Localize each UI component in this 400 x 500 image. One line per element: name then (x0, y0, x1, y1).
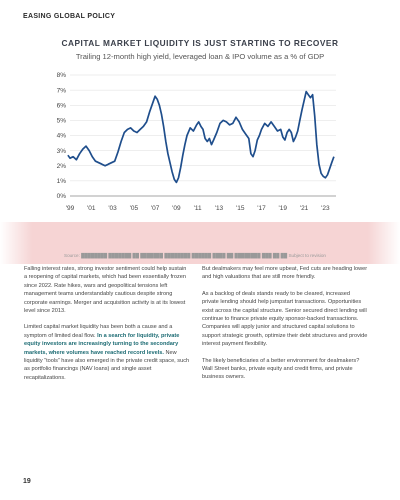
body-left-column: Falling interest rates, strong investor … (24, 265, 190, 390)
paragraph: Limited capital market liquidity has bee… (24, 323, 190, 382)
y-tick-label: 8% (57, 72, 67, 79)
paragraph-text: New liquidity “tools” have also emerged … (24, 349, 190, 381)
x-tick-label: '23 (321, 205, 330, 212)
x-tick-label: '01 (87, 205, 96, 212)
y-tick-label: 6% (57, 102, 67, 109)
y-tick-label: 4% (57, 133, 67, 140)
x-tick-label: '05 (130, 205, 139, 212)
x-tick-label: '99 (66, 205, 75, 212)
paragraph: But dealmakers may feel more upbeat, Fed… (202, 266, 368, 281)
y-tick-label: 1% (57, 178, 67, 185)
chart-source: Source: ████████ ███████ ██ ███████ ████… (64, 253, 326, 258)
x-tick-label: '11 (194, 205, 202, 212)
x-tick-label: '07 (151, 205, 160, 212)
watermark-band (0, 222, 400, 264)
page-number: 19 (23, 478, 31, 485)
body-right-column: But dealmakers may feel more upbeat, Fed… (202, 265, 368, 390)
chart-title: CAPITAL MARKET LIQUIDITY IS JUST STARTIN… (61, 38, 339, 48)
x-tick-label: '15 (236, 205, 245, 212)
y-tick-label: 5% (57, 118, 67, 125)
x-tick-label: '21 (300, 205, 309, 212)
x-tick-label: '17 (257, 205, 266, 212)
series-line (67, 90, 335, 184)
y-tick-label: 7% (57, 87, 67, 94)
paragraph: Falling interest rates, strong investor … (24, 266, 187, 315)
section-label: EASING GLOBAL POLICY (23, 13, 116, 20)
x-tick-label: '19 (279, 205, 288, 212)
y-tick-label: 0% (57, 193, 67, 200)
y-tick-label: 3% (57, 148, 67, 155)
liquidity-line-chart: 0% 1% 2% 3% 4% 5% 6% 7% 8% '99 '01 '03 '05 '07 '09 '11… (57, 72, 336, 212)
x-tick-label: '09 (172, 205, 181, 212)
paragraph-text: Limited capital market liquidity has bee… (24, 324, 173, 339)
paragraph: The likely beneficiaries of a better env… (202, 357, 360, 381)
chart-subtitle: Trailing 12-month high yield, leveraged … (75, 52, 325, 61)
x-tick-label: '03 (108, 205, 117, 212)
paragraph: As a backlog of deals stands ready to be… (202, 290, 368, 348)
highlighted-text: In a search for liquidity, private equit… (24, 332, 180, 356)
x-tick-label: '13 (215, 205, 224, 212)
y-tick-label: 2% (57, 163, 67, 170)
